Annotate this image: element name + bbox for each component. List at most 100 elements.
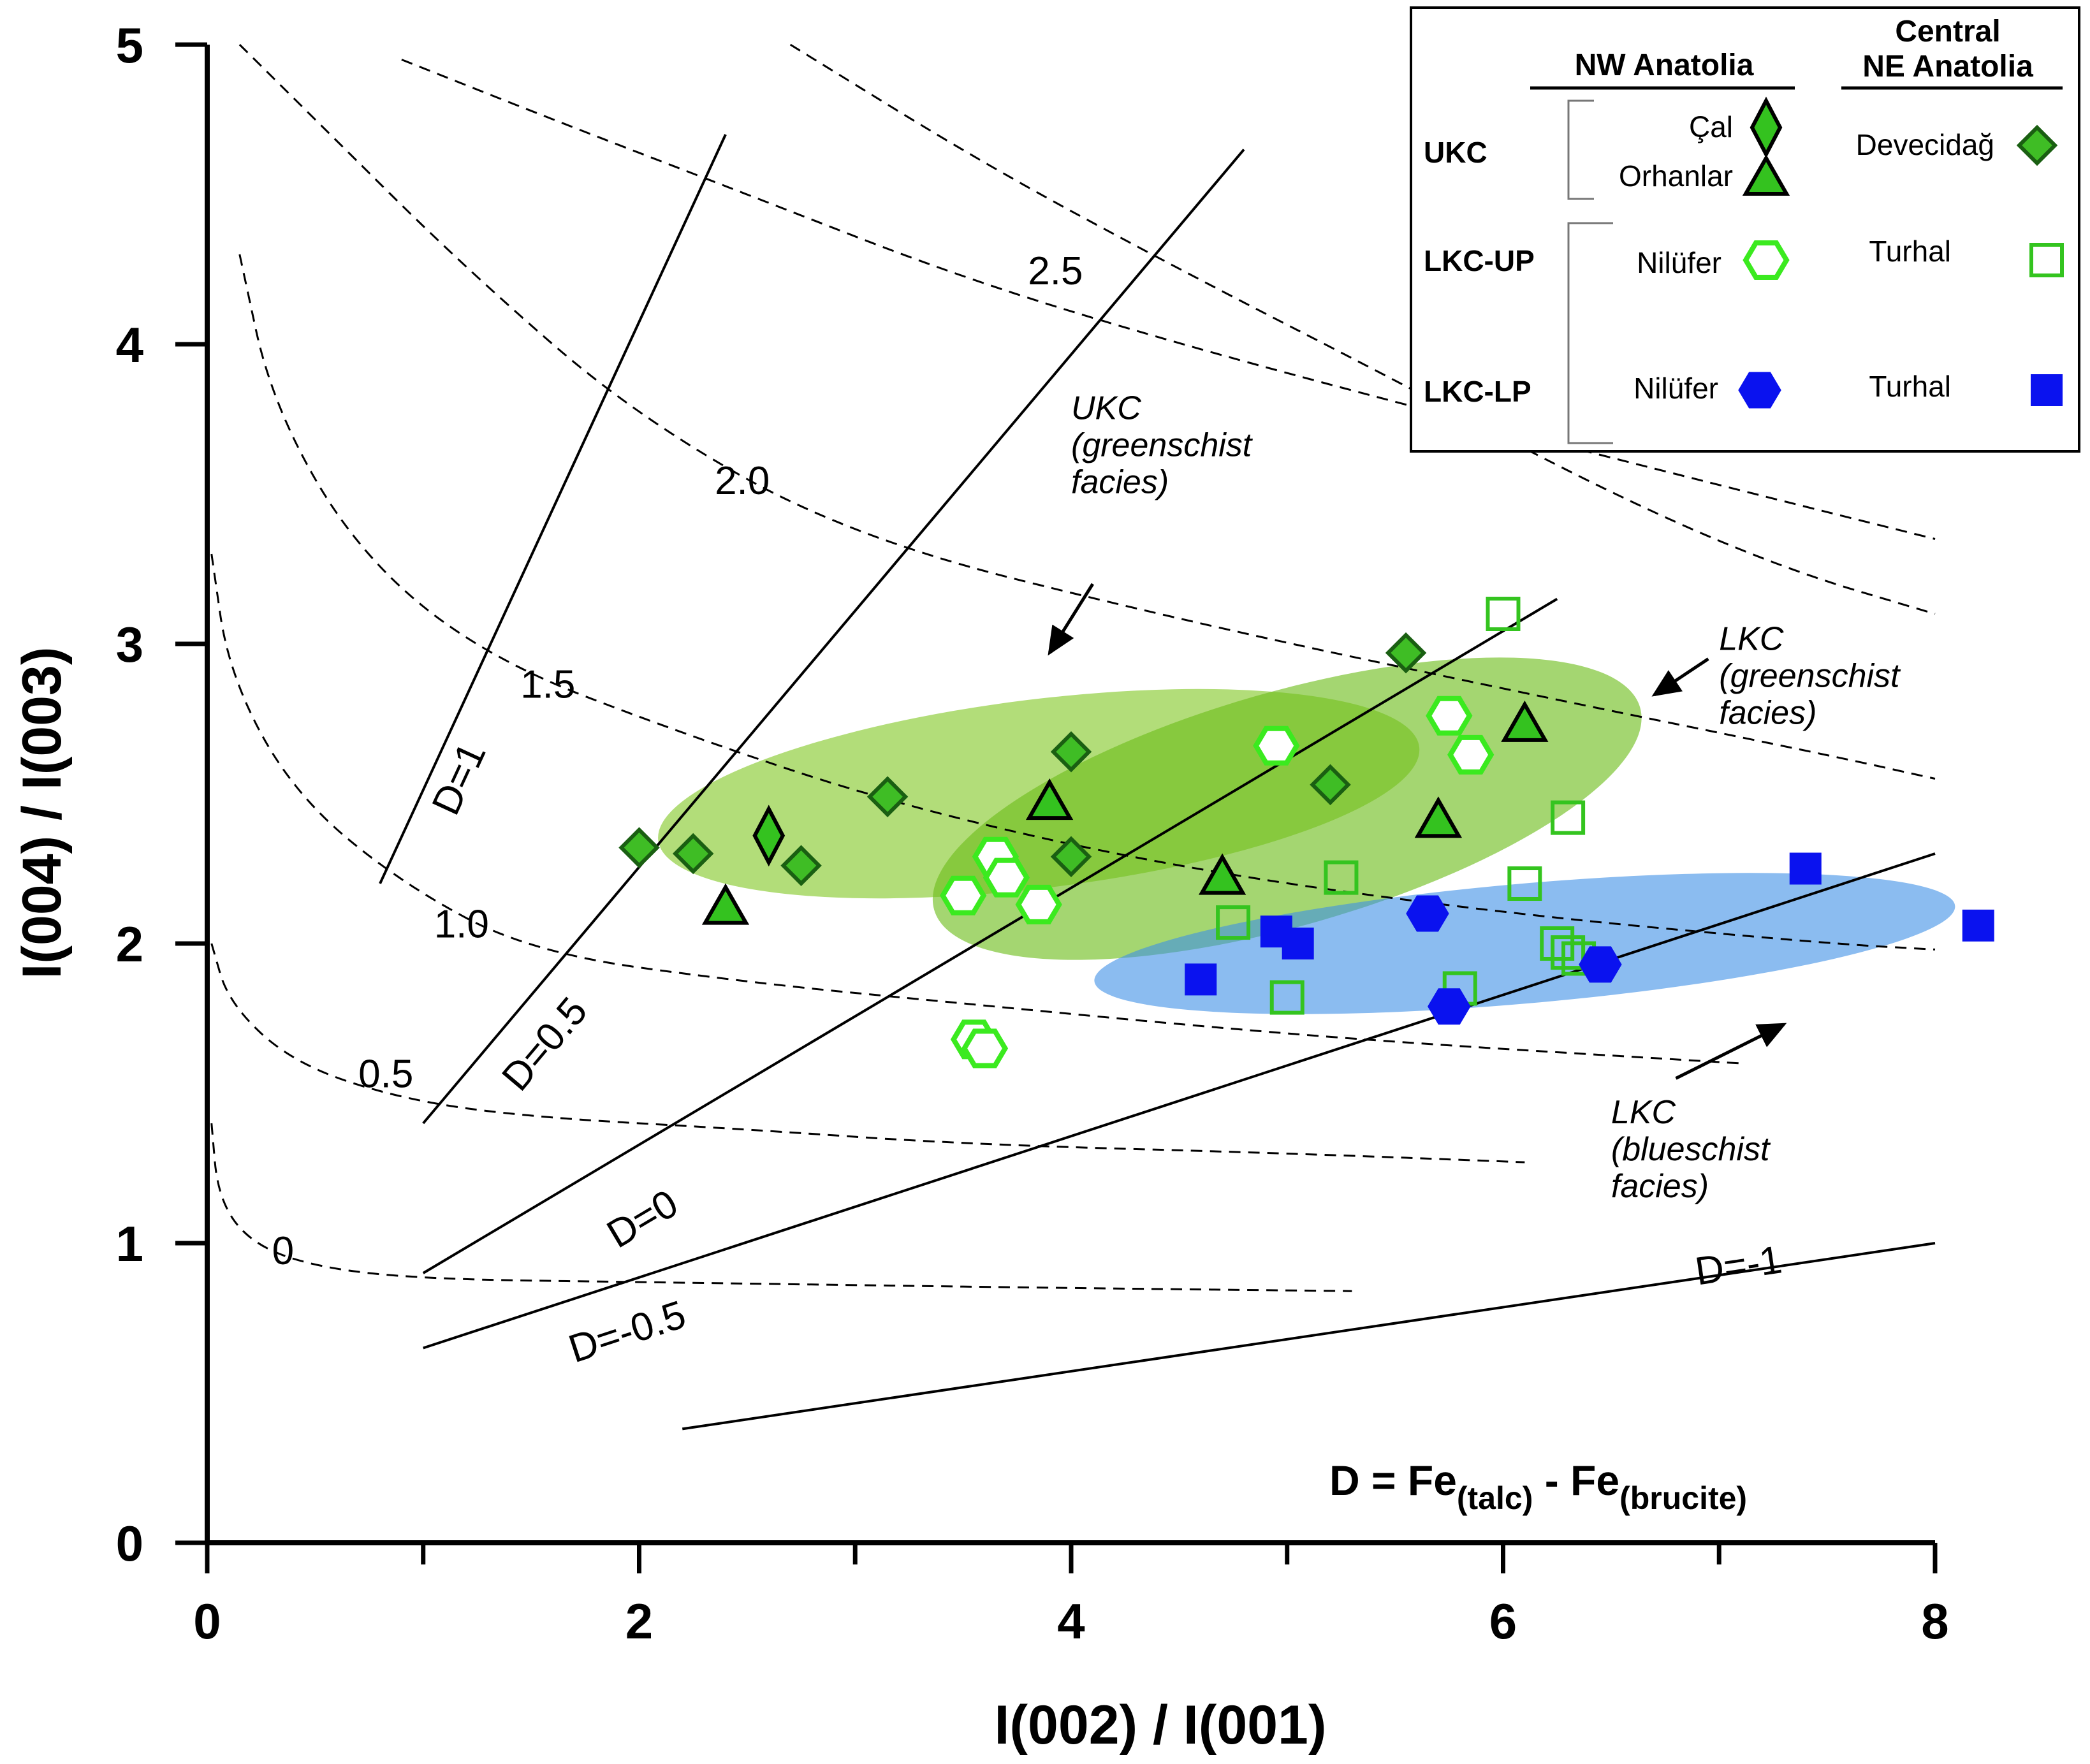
legend-marker-orhanlar (1742, 154, 1790, 196)
legend-col1-title: NW Anatolia (1575, 48, 1754, 82)
point-ukc-1-2 (1198, 853, 1246, 895)
facies-region-1 (932, 657, 1642, 960)
contour-label-1: 0.5 (358, 1053, 413, 1097)
point-ukc-1-1 (1025, 778, 1074, 820)
annotation-2-line-0: LKC (1611, 1094, 1676, 1131)
d-line-label-0: D=1 (424, 736, 495, 822)
y-tick-label-2: 2 (116, 916, 143, 972)
formula-part-0: D = Fe (1329, 1457, 1457, 1504)
x-tick-label-3: 6 (1489, 1593, 1517, 1649)
formula-label: D = Fe(talc) - Fe(brucite) (1329, 1457, 1747, 1516)
contour-label-0: 0 (272, 1229, 294, 1273)
annotation-arrow-2 (1675, 1023, 1787, 1080)
d-line-label-2: D=0 (600, 1181, 686, 1257)
formula-part-3: (brucite) (1619, 1480, 1747, 1516)
legend-marker-nilufer-lp (1738, 372, 1781, 409)
point-lkc-up-4-0 (1216, 905, 1251, 940)
point-lkc-up-3-3 (1015, 884, 1062, 924)
y-tick-label-1: 1 (116, 1216, 143, 1272)
legend-marker-turhal-up (2029, 243, 2064, 277)
point-lkc-up-3-7 (1426, 696, 1473, 736)
d-line-label-3: D=-0.5 (564, 1292, 691, 1371)
contour-label-4: 2.0 (715, 459, 770, 503)
point-lkc-up-4-7 (1551, 935, 1586, 970)
point-ukc-1-0 (701, 883, 750, 925)
annotation-1-line-1: (greenschist (1719, 657, 1901, 694)
contour-line-6 (789, 43, 1936, 615)
contour-label-3: 1.5 (520, 663, 575, 707)
annotation-2-line-2: facies) (1611, 1168, 1709, 1205)
point-lkc-lp-6-3 (1789, 852, 1822, 885)
annotation-arrow-1 (1651, 657, 1709, 697)
legend-box (1410, 6, 2080, 453)
contour-line-1 (210, 943, 1525, 1163)
x-tick-label-0: 0 (193, 1593, 221, 1649)
legend-marker-nilufer-up (1743, 240, 1790, 280)
d-line-1 (422, 149, 1245, 1125)
annotation-arrow-0 (1048, 583, 1094, 656)
point-lkc-up-4-9 (1551, 800, 1586, 835)
point-ukc-2-0 (618, 827, 660, 868)
legend-name-orhanlar: Orhanlar (1619, 159, 1733, 193)
contour-line-3 (238, 254, 1936, 951)
annotation-0-line-2: facies) (1071, 464, 1169, 501)
d-line-0 (379, 134, 727, 884)
legend-marker-turhal-lp (2031, 374, 2063, 406)
point-ukc-0-0 (752, 805, 786, 867)
y-tick-label-5: 5 (116, 17, 143, 73)
contour-label-5: 2.5 (1028, 249, 1083, 293)
d-line-label-1: D=0.5 (493, 989, 596, 1099)
point-lkc-lp-6-0 (1185, 963, 1217, 996)
x-tick-label-2: 4 (1057, 1593, 1085, 1649)
point-lkc-up-3-6 (1253, 725, 1300, 766)
y-axis-title: I(004) / I(003) (11, 647, 73, 979)
legend-name-cal: Çal (1689, 110, 1733, 143)
legend-marker-devecidag (2016, 124, 2058, 166)
contour-line-0 (210, 1123, 1352, 1292)
d-line-3 (423, 852, 1936, 1350)
x-tick-label-1: 2 (625, 1593, 653, 1649)
point-lkc-up-4-5 (1507, 866, 1542, 901)
point-lkc-up-3-8 (1447, 734, 1494, 775)
d-line-2 (422, 597, 1558, 1274)
y-tick-label-0: 0 (116, 1515, 143, 1571)
point-lkc-up-4-2 (1324, 860, 1359, 895)
annotation-2-line-1: (blueschist (1611, 1131, 1771, 1168)
point-lkc-lp-5-2 (1579, 946, 1622, 983)
data-points (618, 597, 1994, 1068)
x-axis-title: I(002) / I(001) (995, 1695, 1327, 1756)
legend-group-lkc-lp: LKC-LP (1424, 375, 1531, 408)
point-ukc-2-1 (672, 833, 714, 875)
legend-group-ukc: UKC (1424, 136, 1487, 169)
point-ukc-1-4 (1501, 700, 1549, 742)
legend-name-turhal-up: Turhal (1869, 235, 1951, 268)
point-ukc-2-5 (1050, 836, 1092, 877)
legend-bracket-lkc (1567, 222, 1613, 444)
axes: 0 2 4 6 8 0 1 2 3 4 5 I(002) / I(001) I(004) / I(003… (11, 17, 1949, 1756)
formula-part-2: - Fe (1533, 1457, 1619, 1504)
contour-lines: 0 0.5 1.0 1.5 2.0 2.5 (210, 43, 1936, 1292)
annotations: UKC(greenschistfacies)LKC(greenschistfac… (1048, 390, 1901, 1205)
formula-part-1: (talc) (1457, 1480, 1533, 1516)
legend-col2-title-1: Central (1895, 15, 2000, 48)
d-lines: D=1 D=0.5 D=0 D=-0.5 D=-1 (379, 134, 1936, 1431)
point-lkc-up-3-2 (983, 857, 1030, 898)
point-ukc-2-4 (1050, 731, 1092, 773)
annotation-1-line-0: LKC (1719, 620, 1784, 657)
point-ukc-2-3 (866, 776, 909, 817)
d-line-4 (682, 1242, 1936, 1431)
y-tick-label-3: 3 (116, 616, 143, 673)
facies-regions (658, 657, 1955, 1014)
annotation-1-line-2: facies) (1719, 694, 1816, 731)
point-ukc-2-2 (780, 845, 822, 887)
point-ukc-1-3 (1414, 796, 1463, 838)
point-lkc-up-4-4 (1486, 597, 1521, 631)
legend-col2-title-2: NE Anatolia (1862, 50, 2033, 84)
contour-line-2 (210, 553, 1741, 1065)
annotation-0-line-1: (greenschist (1071, 427, 1253, 464)
d-line-label-4: D=-1 (1692, 1237, 1785, 1294)
contour-line-4 (238, 43, 1936, 780)
point-ukc-2-7 (1385, 632, 1427, 674)
